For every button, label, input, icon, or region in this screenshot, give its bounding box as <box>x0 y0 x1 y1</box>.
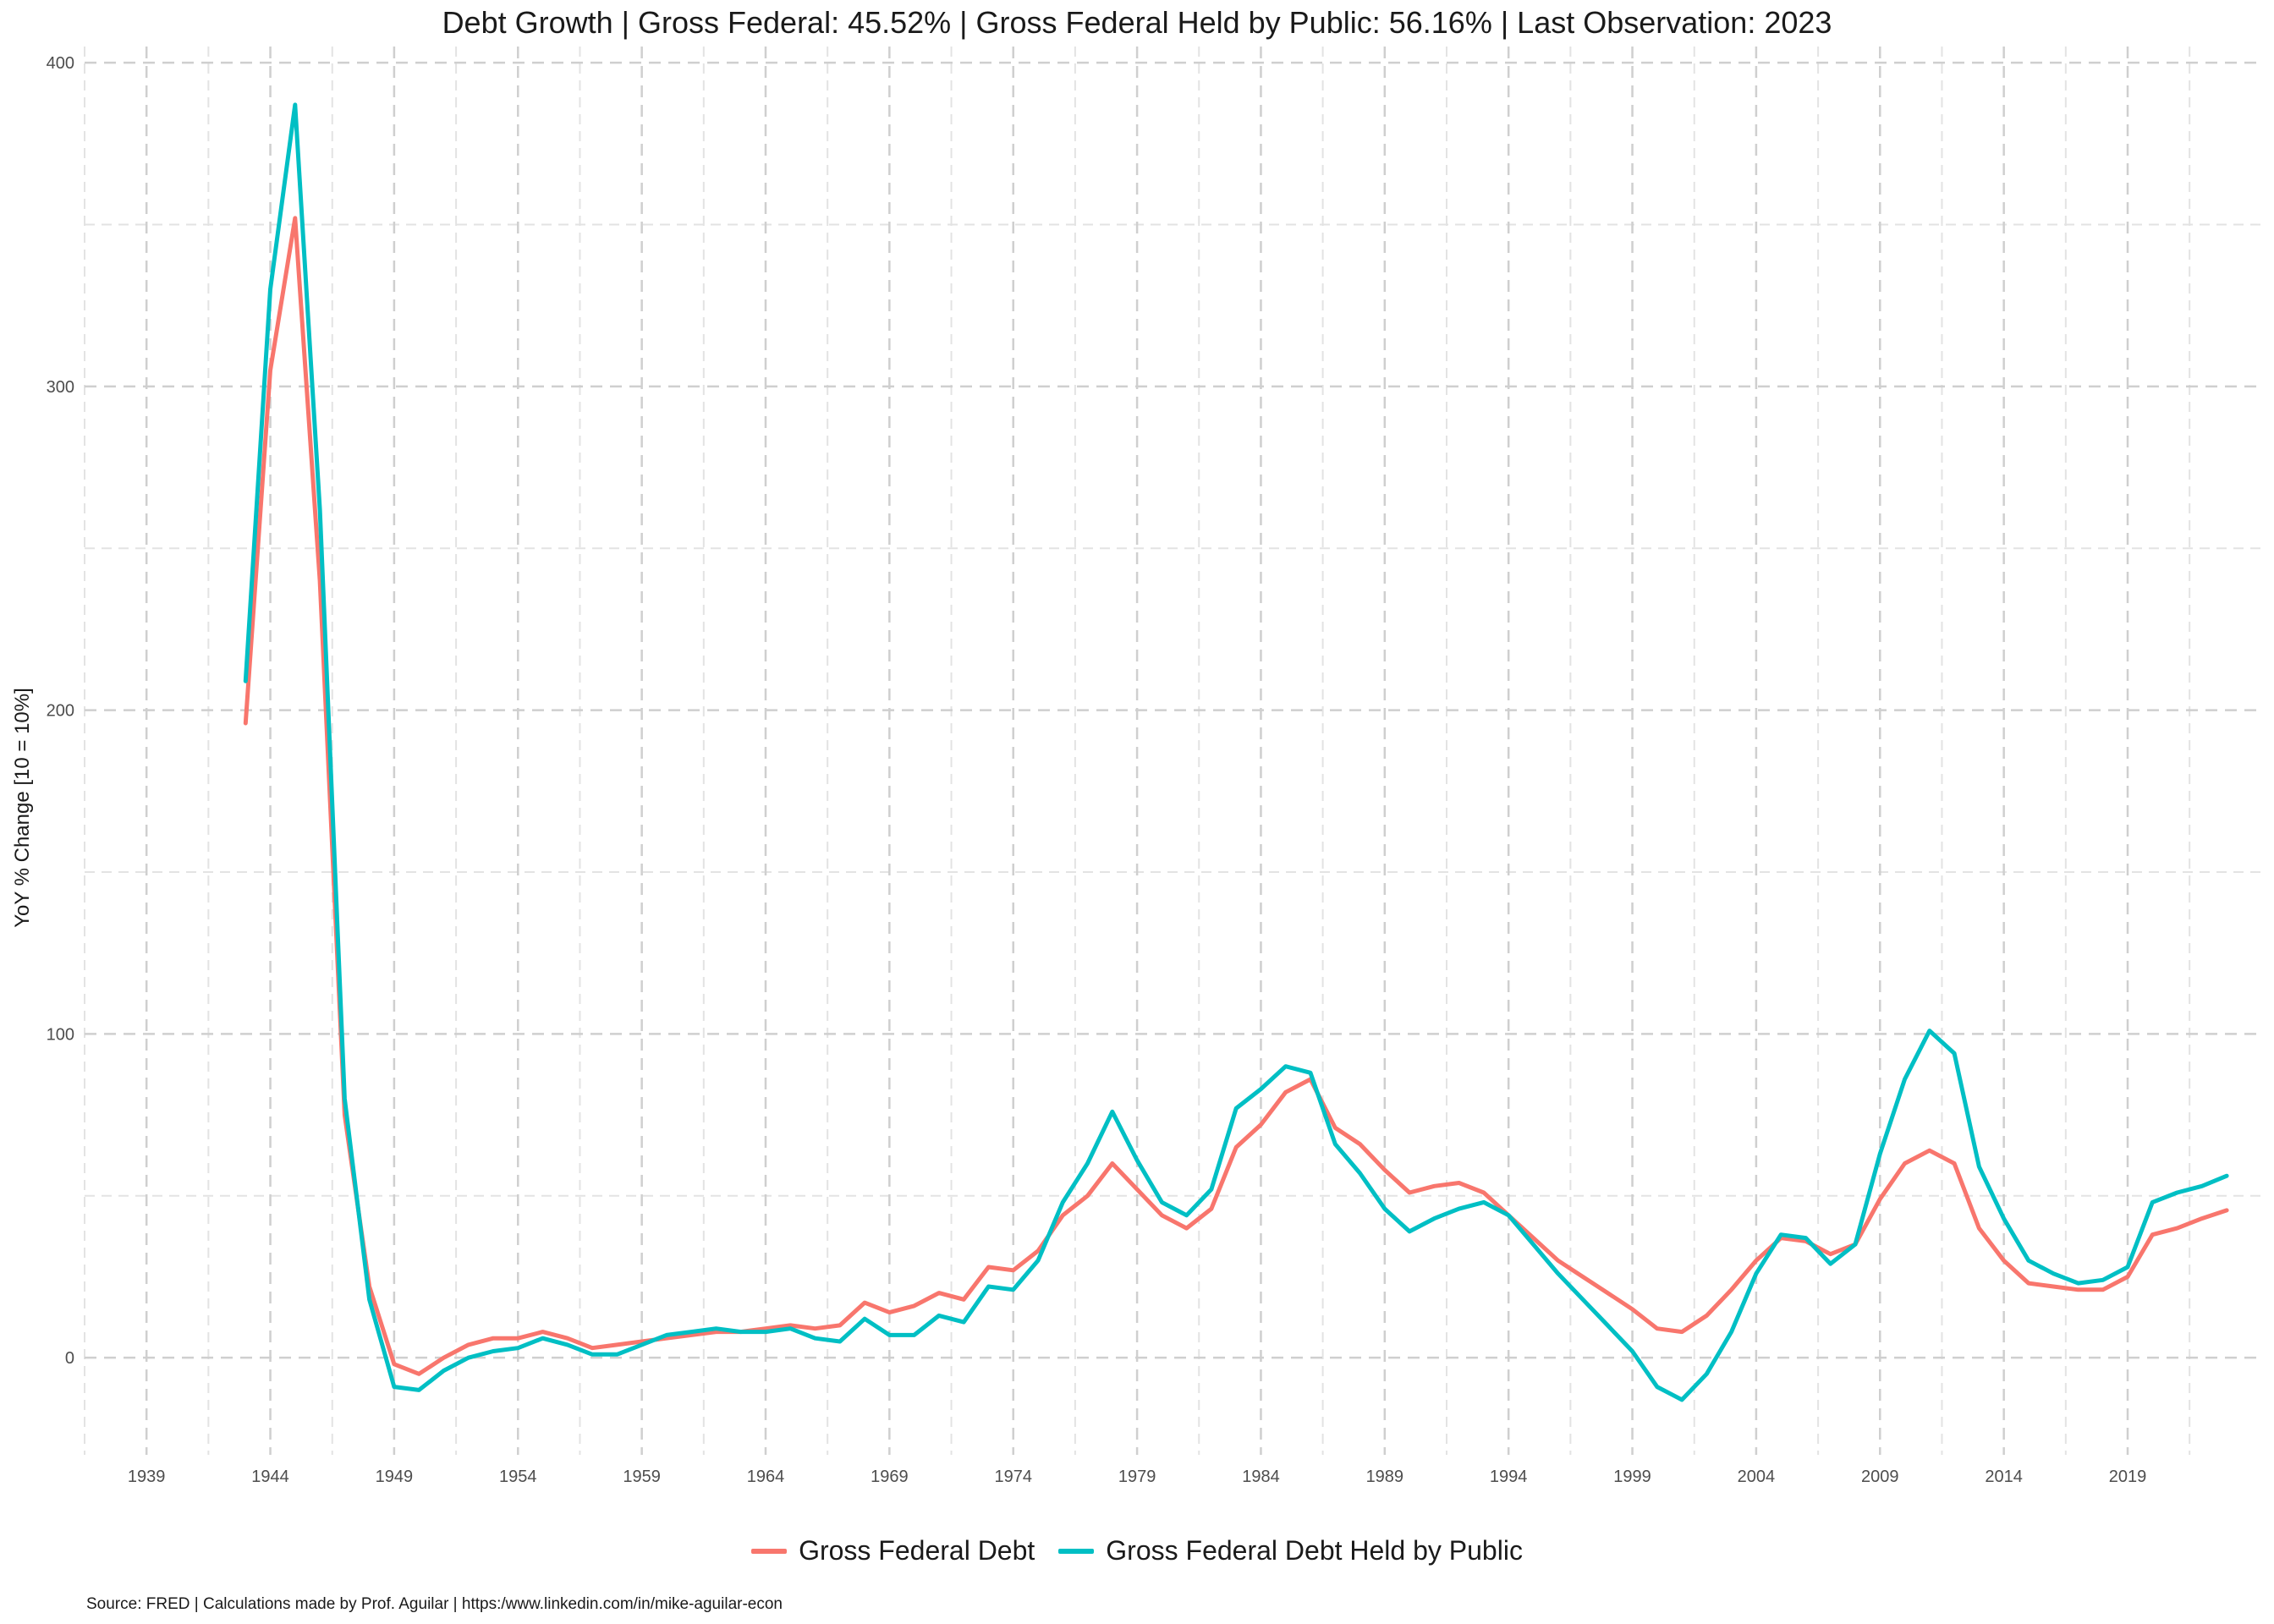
x-tick-label: 1974 <box>994 1468 1032 1486</box>
legend-key-debt-held-by-public <box>1058 1548 1095 1554</box>
y-tick-label: 100 <box>47 1025 74 1044</box>
series-lines <box>243 102 2229 1402</box>
x-tick-label: 1979 <box>1118 1468 1156 1486</box>
x-tick-label: 1994 <box>1490 1468 1528 1486</box>
series-line-gross-federal-debt <box>243 216 2229 1376</box>
x-tick-label: 1999 <box>1613 1468 1651 1486</box>
legend-label-gross-federal-debt: Gross Federal Debt <box>799 1535 1035 1566</box>
x-tick-label: 1949 <box>376 1468 414 1486</box>
x-tick-label: 1984 <box>1242 1468 1280 1486</box>
y-tick-labels: 0 100 200 300 400 <box>47 54 74 1368</box>
x-tick-label: 2014 <box>1985 1468 2023 1486</box>
x-tick-label: 1959 <box>623 1468 661 1486</box>
legend: Gross Federal Debt Gross Federal Debt He… <box>0 1535 2274 1566</box>
y-tick-label: 300 <box>47 378 74 397</box>
legend-label-debt-held-by-public: Gross Federal Debt Held by Public <box>1106 1535 1523 1566</box>
chart-title: Debt Growth | Gross Federal: 45.52% | Gr… <box>442 5 1832 40</box>
legend-item-gross-federal-debt: Gross Federal Debt <box>751 1535 1035 1566</box>
y-tick-label: 400 <box>47 54 74 73</box>
x-tick-label: 2019 <box>2109 1468 2147 1486</box>
x-tick-label: 2004 <box>1738 1468 1776 1486</box>
legend-key-gross-federal-debt <box>751 1548 788 1554</box>
series-line-gross-federal-debt-held-by-public <box>243 102 2229 1402</box>
y-axis-title: YoY % Change [10 = 10%] <box>11 688 34 928</box>
y-tick-label: 200 <box>47 702 74 721</box>
minor-gridlines <box>84 47 2264 1455</box>
legend-item-debt-held-by-public: Gross Federal Debt Held by Public <box>1058 1535 1523 1566</box>
x-tick-label: 1939 <box>128 1468 166 1486</box>
source-caption: Source: FRED | Calculations made by Prof… <box>86 1595 783 1613</box>
x-tick-label: 1964 <box>747 1468 785 1486</box>
x-tick-label: 1944 <box>251 1468 289 1486</box>
y-tick-label: 0 <box>65 1349 74 1368</box>
x-tick-label: 1954 <box>499 1468 537 1486</box>
x-tick-label: 1989 <box>1366 1468 1404 1486</box>
x-tick-label: 2009 <box>1861 1468 1899 1486</box>
major-gridlines <box>85 47 2264 1455</box>
x-tick-label: 1969 <box>871 1468 909 1486</box>
x-tick-labels: 1939 1944 1949 1954 1959 1964 1969 1974 1979 1984… <box>128 1468 2146 1486</box>
